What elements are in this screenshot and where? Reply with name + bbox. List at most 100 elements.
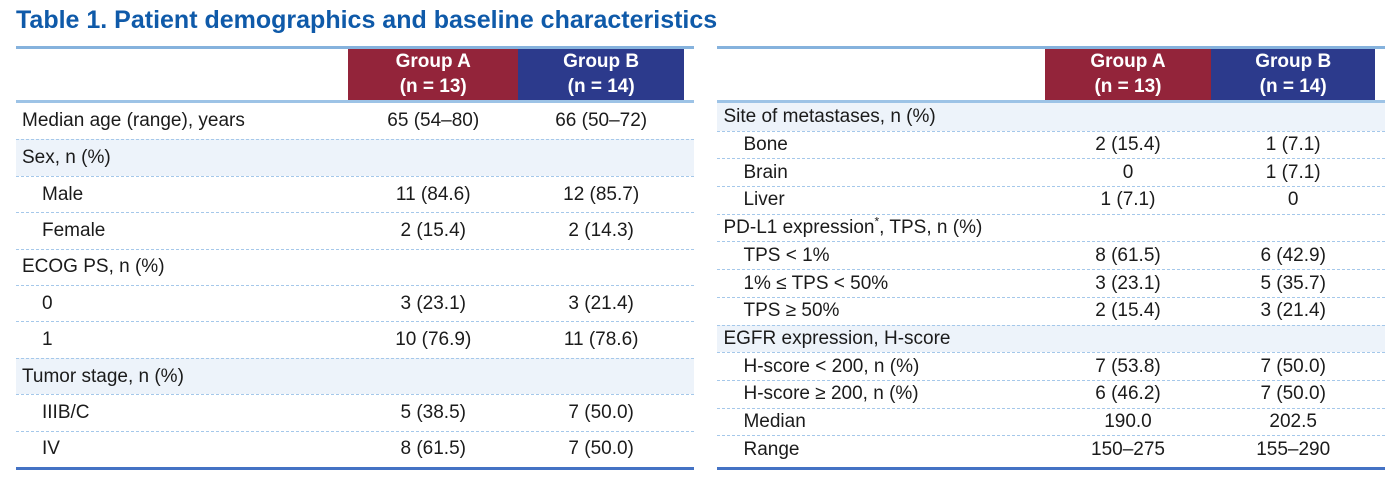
row-label: Median age (range), years — [22, 110, 245, 132]
row-label: 1 — [42, 329, 53, 351]
value-group-b: 5 (35.7) — [1260, 272, 1326, 294]
section-row: PD-L1 expression*, TPS, n (%) — [717, 213, 1385, 242]
table-body: Site of metastases, n (%) Bone 2 (15.4) 1 (… — [717, 103, 1385, 463]
row-label: Male — [42, 183, 84, 205]
row-label: Sex, n (%) — [22, 147, 111, 169]
table-row: Bone 2 (15.4) 1 (7.1) — [717, 130, 1385, 159]
row-label: TPS < 1% — [743, 244, 830, 266]
value-group-a: 2 (15.4) — [1095, 300, 1161, 322]
value-group-a: 7 (53.8) — [1095, 355, 1161, 377]
table-row: 1% ≤ TPS < 50% 3 (23.1) 5 (35.7) — [717, 269, 1385, 297]
value-group-a: 10 (76.9) — [395, 329, 472, 351]
value-group-b: 12 (85.7) — [563, 183, 640, 205]
column-header-group-b: Group B (n = 14) — [1211, 49, 1375, 100]
row-label: H-score ≥ 200, n (%) — [743, 383, 919, 405]
table-row: TPS < 1% 8 (61.5) 6 (42.9) — [717, 241, 1385, 269]
section-row: ECOG PS, n (%) — [16, 248, 695, 285]
demographics-table-left: Group A (n = 13) Group B (n = 14) Median… — [16, 46, 695, 470]
value-group-a: 8 (61.5) — [1095, 244, 1161, 266]
value-group-b: 7 (50.0) — [568, 401, 634, 423]
value-group-b: 6 (42.9) — [1260, 244, 1326, 266]
column-header-group-b: Group B (n = 14) — [518, 49, 685, 100]
row-label: Brain — [743, 161, 788, 183]
value-group-a: 11 (84.6) — [395, 183, 471, 205]
table-row: IIIB/C 5 (38.5) 7 (50.0) — [16, 394, 695, 430]
value-group-a: 3 (23.1) — [400, 292, 466, 314]
tables-container: Group A (n = 13) Group B (n = 14) Median… — [8, 46, 1385, 470]
row-label: Site of metastases, n (%) — [723, 105, 936, 127]
value-group-b: 1 (7.1) — [1265, 161, 1321, 183]
value-group-b: 7 (50.0) — [568, 438, 634, 460]
footnote-marker: * — [874, 214, 880, 229]
table-row: Median age (range), years 65 (54–80) 66 (5… — [16, 103, 694, 139]
value-group-b: 11 (78.6) — [563, 329, 639, 351]
value-group-b: 1 (7.1) — [1265, 134, 1321, 156]
value-group-b: 3 (21.4) — [568, 292, 634, 314]
value-group-a: 8 (61.5) — [400, 438, 466, 460]
row-label: Tumor stage, n (%) — [22, 365, 184, 387]
table-row: Brain 0 1 (7.1) — [717, 158, 1385, 186]
row-label: 1% ≤ TPS < 50% — [743, 272, 889, 294]
column-header-group-a: Group A (n = 13) — [1044, 49, 1212, 100]
group-b-name: Group B — [563, 50, 640, 72]
table-row: Female 2 (15.4) 2 (14.3) — [16, 212, 695, 248]
value-group-a: 2 (15.4) — [1095, 134, 1161, 156]
value-group-b: 202.5 — [1269, 410, 1317, 432]
table-row: 0 3 (23.1) 3 (21.4) — [16, 284, 695, 321]
row-label: IV — [42, 438, 60, 460]
value-group-a: 150–275 — [1091, 438, 1165, 460]
table-row: H-score ≥ 200, n (%) 6 (46.2) 7 (50.0) — [717, 379, 1385, 408]
table-header: Group A (n = 13) Group B (n = 14) — [16, 46, 695, 103]
demographics-table-right: Group A (n = 13) Group B (n = 14) Site o… — [717, 46, 1385, 470]
row-label-text: PD-L1 expression — [723, 217, 875, 239]
row-label: Liver — [743, 189, 785, 211]
value-group-b: 3 (21.4) — [1260, 300, 1326, 322]
value-group-a: 1 (7.1) — [1100, 189, 1156, 211]
value-group-b: 7 (50.0) — [1260, 383, 1326, 405]
table-row: Male 11 (84.6) 12 (85.7) — [16, 175, 695, 212]
value-group-a: 5 (38.5) — [400, 401, 466, 423]
row-label: Bone — [743, 134, 788, 156]
row-label: Range — [743, 438, 800, 460]
table-row: H-score < 200, n (%) 7 (53.8) 7 (50.0) — [717, 352, 1385, 380]
column-header-empty — [16, 49, 348, 100]
value-group-a: 190.0 — [1104, 410, 1152, 432]
table-row: 1 10 (76.9) 11 (78.6) — [16, 321, 695, 357]
section-row: Sex, n (%) — [16, 139, 695, 176]
row-label: IIIB/C — [42, 401, 90, 423]
row-label: H-score < 200, n (%) — [743, 355, 920, 377]
value-group-b: 155–290 — [1256, 438, 1331, 460]
group-a-n: (n = 13) — [399, 75, 467, 97]
group-b-n: (n = 14) — [567, 75, 635, 97]
table-row: Liver 1 (7.1) 0 — [717, 186, 1385, 214]
row-label: EGFR expression, H-score — [723, 327, 951, 349]
table-header: Group A (n = 13) Group B (n = 14) — [717, 46, 1385, 103]
value-group-a: 6 (46.2) — [1095, 383, 1161, 405]
value-group-a: 65 (54–80) — [387, 110, 480, 132]
table-row: Range 150–275 155–290 — [717, 435, 1385, 463]
value-group-b: 2 (14.3) — [568, 219, 634, 241]
row-label: Female — [42, 219, 106, 241]
section-row: EGFR expression, H-score — [717, 324, 1385, 353]
value-group-a: 3 (23.1) — [1095, 272, 1161, 294]
value-group-a: 0 — [1122, 161, 1134, 183]
group-a-name: Group A — [1090, 50, 1166, 72]
table-body: Median age (range), years 65 (54–80) 66 (5… — [16, 103, 695, 467]
table-row: Median 190.0 202.5 — [717, 407, 1385, 436]
column-header-empty — [717, 49, 1044, 100]
value-group-b: 66 (50–72) — [555, 110, 648, 132]
table-row: TPS ≥ 50% 2 (15.4) 3 (21.4) — [717, 296, 1385, 325]
group-a-n: (n = 13) — [1094, 75, 1162, 97]
row-label: PD-L1 expression*, TPS, n (%) — [717, 214, 1384, 239]
row-label: 0 — [42, 292, 53, 314]
section-row: Tumor stage, n (%) — [16, 357, 695, 395]
page: Table 1. Patient demographics and baseli… — [8, 6, 1385, 470]
row-label-text: , TPS, n (%) — [879, 217, 983, 239]
table-row: IV 8 (61.5) 7 (50.0) — [16, 430, 695, 467]
header-filler — [684, 49, 694, 100]
header-filler — [1375, 49, 1385, 100]
group-a-name: Group A — [395, 50, 471, 72]
value-group-a: 2 (15.4) — [400, 219, 466, 241]
group-b-n: (n = 14) — [1259, 75, 1327, 97]
row-label: ECOG PS, n (%) — [22, 256, 165, 278]
